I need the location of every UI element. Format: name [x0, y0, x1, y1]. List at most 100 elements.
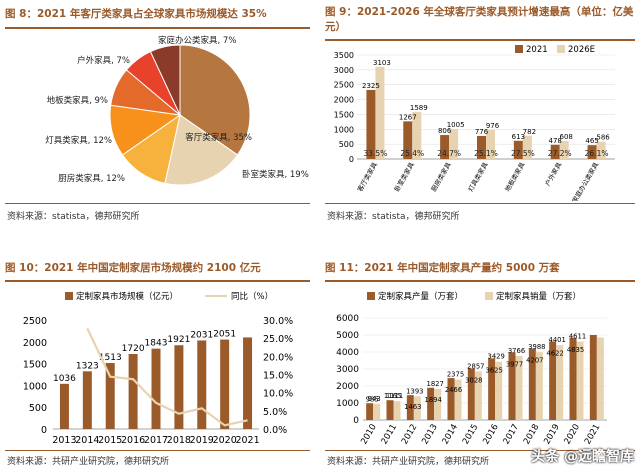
bar-2021 [403, 121, 413, 159]
x-tick-label: 2015 [461, 423, 480, 447]
sales-bar [474, 371, 482, 420]
production-bar [589, 335, 597, 420]
y2-tick-label: 5.0% [263, 407, 287, 418]
sales-bar [413, 396, 421, 420]
x-tick-label: 灯具类家具 [466, 160, 490, 193]
growth-source-note: 资料来源：statista，德邦研究所 [327, 212, 460, 222]
bar-value-label: 1005 [447, 121, 465, 129]
x-tick-label: 2017 [502, 423, 521, 447]
bar-2026e [522, 135, 532, 159]
production-bottom-rule [325, 450, 635, 451]
market-source-note: 资料来源：共研产业研究院，德邦研究所 [7, 457, 170, 467]
production-value-label: 1894 [425, 396, 442, 404]
growth-chart-title: 图 9：2021-2026 年全球客厅类家具预计增速最高（单位：亿美元） [325, 6, 634, 33]
sales-value-label: 1827 [427, 380, 444, 388]
growth-bottom-rule [325, 203, 635, 204]
production-value-label: 4207 [526, 356, 543, 364]
legend-label-production: 定制家具产量（万套） [378, 291, 463, 302]
sales-value-label: 943 [368, 395, 381, 403]
pie-slice [179, 44, 251, 156]
pie-slice-label: 家庭办公类家具, 7% [158, 35, 236, 46]
market-chart-title: 图 10：2021 年中国定制家居市场规模约 2100 亿元 [5, 262, 261, 274]
x-tick-label: 2015 [98, 435, 122, 446]
legend-label-2026e: 2026E [568, 45, 595, 55]
y-tick-label: 2500 [23, 316, 47, 327]
bar-2026e [559, 140, 569, 159]
production-chart-title: 图 11：2021 年中国定制家具产量约 5000 万套 [325, 262, 560, 274]
x-tick-label: 家庭办公类家具 [570, 160, 601, 201]
bar-value-label: 465 [585, 137, 598, 145]
growth-rate-label: 25.4% [400, 149, 424, 158]
x-tick-label: 2019 [190, 435, 214, 446]
x-tick-label: 2010 [359, 423, 378, 447]
x-tick-label: 客厅类家具 [355, 160, 379, 193]
sales-value-label: 3429 [488, 353, 505, 361]
production-bar [528, 348, 536, 420]
x-tick-label: 2011 [380, 423, 399, 447]
y2-tick-label: 15.0% [263, 371, 293, 382]
growth-rate-label: 24.7% [437, 149, 461, 158]
y2-tick-label: 30.0% [263, 316, 293, 327]
production-title-rule [325, 280, 635, 282]
panel-pie: 图 8：2021 年客厅类家具占全球家具市场规模达 35% 客厅类家具, 35%… [5, 5, 310, 230]
market-bar [174, 345, 184, 429]
sales-value-label: 2857 [467, 362, 484, 370]
pie-bottom-rule [5, 203, 310, 204]
production-chart: 0100020003000400050006000985943201011651… [336, 291, 607, 447]
sales-value-label: 4401 [549, 336, 566, 344]
legend-swatch-production [367, 292, 375, 300]
market-bar [243, 337, 253, 429]
bar-value-label: 2325 [362, 82, 380, 90]
y-tick-label: 2500 [334, 81, 354, 90]
y-tick-label: 1500 [23, 360, 47, 371]
sales-bar [515, 355, 523, 420]
bar-value-label: 586 [596, 134, 610, 142]
growth-rate-label: 33.5% [364, 149, 388, 158]
x-tick-label: 2021 [235, 435, 259, 446]
market-bar [105, 363, 115, 429]
production-bar [569, 337, 577, 420]
bar-value-label: 1513 [99, 353, 122, 363]
production-bar [508, 352, 516, 420]
market-bar [220, 339, 230, 429]
x-tick-label: 2019 [542, 423, 561, 447]
y-tick-label: 500 [339, 140, 354, 149]
pie-chart-title: 图 8：2021 年客厅类家具占全球家具市场规模达 35% [5, 8, 267, 20]
market-bar [59, 383, 69, 429]
bar-value-label: 1036 [53, 374, 76, 384]
x-tick-label: 地板类家具 [503, 160, 527, 193]
bar-2021 [550, 144, 560, 159]
y-tick-label: 500 [29, 403, 47, 414]
market-bottom-rule [5, 450, 310, 451]
sales-bar [393, 401, 401, 420]
y-tick-label: 3500 [334, 51, 354, 60]
bar-value-label: 2051 [213, 330, 236, 340]
bar-2026e [375, 66, 385, 159]
sales-bar [434, 388, 442, 420]
bar-value-label: 608 [560, 133, 573, 141]
y2-tick-label: 20.0% [263, 352, 293, 363]
y-tick-label: 0 [353, 416, 359, 426]
panel-global-growth: 图 9：2021-2026 年全球客厅类家具预计增速最高（单位：亿美元） 0 50… [325, 5, 635, 230]
sales-value-label: 3766 [508, 347, 525, 355]
pie-slice [164, 114, 239, 186]
bar-value-label: 2031 [190, 330, 213, 340]
production-value-label: 1165 [384, 392, 401, 400]
x-tick-label: 户外家具 [543, 160, 564, 187]
market-bar [82, 371, 92, 429]
x-tick-label: 2016 [481, 423, 500, 447]
x-tick-label: 2017 [144, 435, 168, 446]
y-tick-label: 2000 [334, 96, 354, 105]
production-bar [406, 395, 414, 420]
x-tick-label: 2014 [75, 435, 99, 446]
sales-bar [576, 341, 584, 420]
production-value-label: 3028 [465, 377, 482, 385]
y-tick-label: 2000 [23, 338, 47, 349]
panel-market-size: 图 10：2021 年中国定制家居市场规模约 2100 亿元 0 500 1000 1… [5, 258, 310, 468]
y-tick-label: 3000 [334, 66, 354, 75]
sales-value-label: 1393 [406, 387, 423, 395]
production-bar [447, 378, 455, 420]
pie-source-note: 资料来源：statista，德邦研究所 [7, 212, 140, 222]
bar-2021 [440, 135, 450, 159]
production-value-label: 4622 [547, 349, 564, 357]
